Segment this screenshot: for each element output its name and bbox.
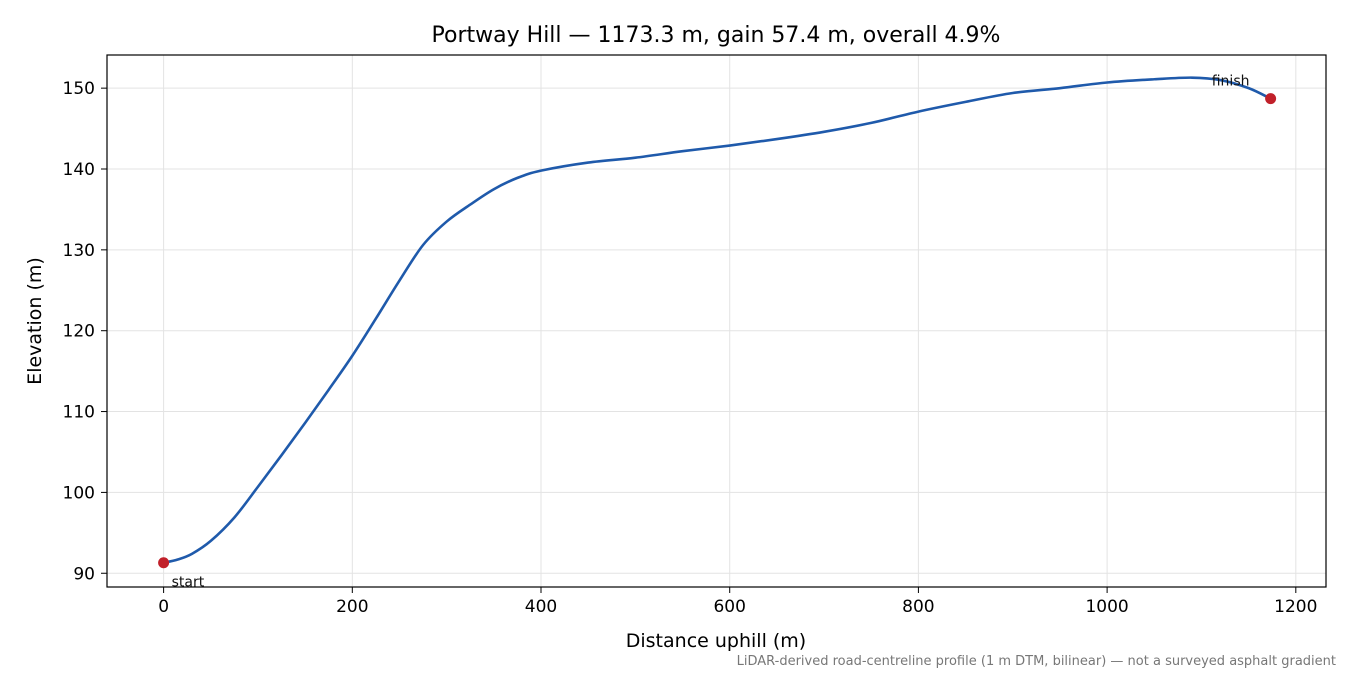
y-tick-label: 90: [73, 564, 95, 584]
start-label: start: [172, 575, 205, 591]
y-tick-label: 120: [63, 322, 95, 342]
footnote: LiDAR-derived road-centreline profile (1…: [737, 654, 1336, 669]
start-marker: [158, 557, 170, 569]
plot-frame: [106, 54, 1327, 588]
chart-title: Portway Hill — 1173.3 m, gain 57.4 m, ov…: [432, 23, 1001, 48]
x-tick-label: 800: [902, 597, 934, 617]
x-axis-label: Distance uphill (m): [626, 630, 806, 652]
finish-marker: [1265, 93, 1277, 105]
x-tick-label: 600: [713, 597, 745, 617]
y-tick-label: 100: [63, 483, 95, 503]
y-tick-label: 130: [63, 241, 95, 261]
x-tick-label: 1000: [1085, 597, 1128, 617]
x-tick-label: 0: [158, 597, 169, 617]
y-tick-label: 150: [63, 79, 95, 99]
x-tick-label: 1200: [1274, 597, 1317, 617]
axis-ticks: 0 200 400 600 800 1000 1200 90 100 110 120 130 140 15…: [63, 79, 1318, 617]
x-tick-label: 200: [336, 597, 368, 617]
y-tick-label: 140: [63, 160, 95, 180]
endpoint-markers: start finish: [158, 74, 1277, 591]
elevation-profile-line: [163, 76, 1272, 565]
finish-label: finish: [1212, 74, 1250, 90]
x-tick-label: 400: [525, 597, 557, 617]
grid: [107, 55, 1326, 587]
y-axis-label: Elevation (m): [24, 257, 46, 385]
y-tick-label: 110: [63, 403, 95, 423]
